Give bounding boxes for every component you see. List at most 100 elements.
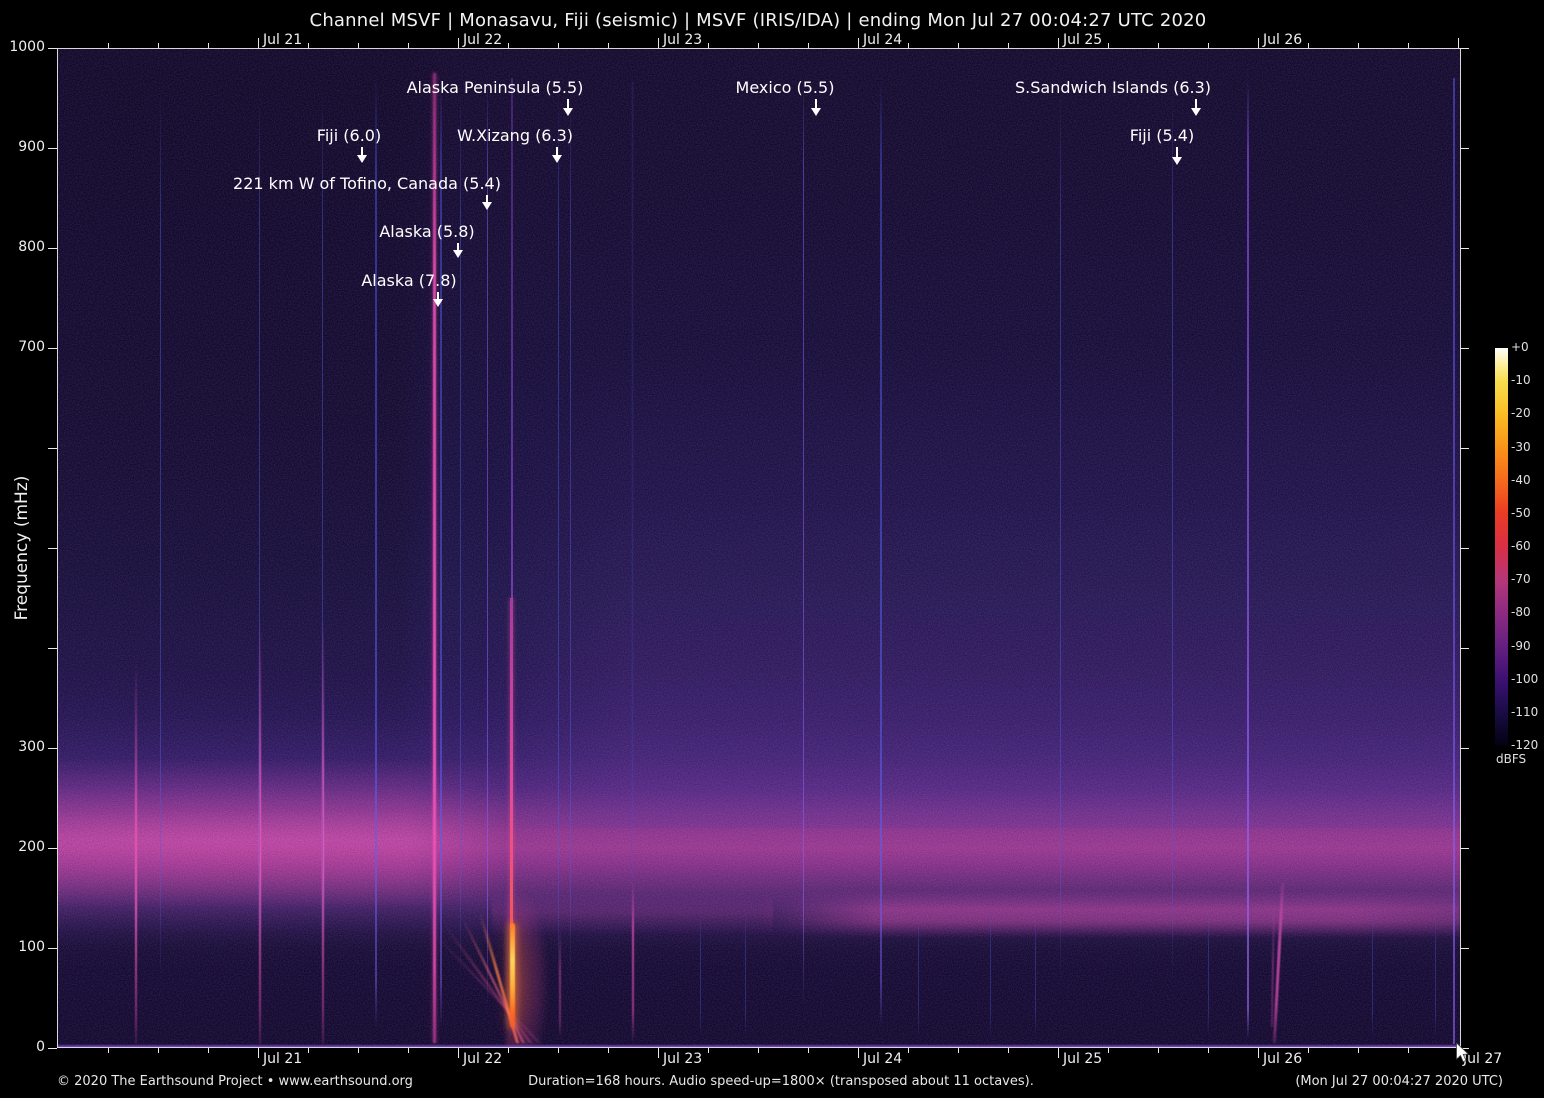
colorbar-tick-label: -110: [1511, 704, 1539, 719]
colorbar-tick-label: -40: [1511, 472, 1531, 487]
colorbar-tick-label: -90: [1511, 638, 1531, 653]
x-axis-minor-tick: [608, 1048, 609, 1053]
annotation-arrow-head: [453, 250, 463, 258]
axis-spine-top: [57, 48, 1460, 49]
annotation-down-arrow-icon: [563, 99, 573, 116]
x-axis-minor-tick: [358, 43, 359, 48]
mouse-cursor-icon: [1456, 1042, 1470, 1063]
x-axis-minor-tick: [1358, 1048, 1359, 1053]
y-axis-tick: [1460, 748, 1469, 749]
event-line: [559, 928, 562, 1038]
x-axis-minor-tick: [608, 43, 609, 48]
x-axis-minor-tick: [108, 43, 109, 48]
page-title: Channel MSVF | Monasavu, Fiji (seismic) …: [309, 10, 1207, 31]
x-axis-minor-tick: [958, 1048, 959, 1053]
x-axis-minor-tick: [758, 1048, 759, 1053]
x-axis-label-top: Jul 25: [1063, 32, 1103, 48]
annotation-down-arrow-icon: [453, 243, 463, 258]
event-line: [322, 618, 325, 1044]
event-line: [1172, 88, 1174, 988]
y-axis-tick: [48, 48, 57, 49]
annotation-arrow-head: [1191, 108, 1201, 116]
y-axis-tick: [48, 148, 57, 149]
colorbar: [1495, 348, 1508, 746]
event-line: [558, 88, 559, 988]
x-axis-minor-tick: [408, 1048, 409, 1053]
x-axis-minor-tick: [208, 43, 209, 48]
event-line: [1208, 908, 1210, 1038]
event-line: [259, 618, 262, 1044]
x-axis-minor-tick: [908, 1048, 909, 1053]
y-axis-tick: [1460, 548, 1469, 549]
event-line: [631, 81, 634, 1044]
y-axis-tick: [1460, 248, 1469, 249]
annotation-down-arrow-icon: [811, 99, 821, 116]
event-line: [159, 88, 161, 988]
event-line: [1035, 908, 1037, 1038]
y-axis-tick: [48, 948, 57, 949]
y-axis-tick: [1460, 848, 1469, 849]
y-axis-tick: [1460, 48, 1469, 49]
annotation-down-arrow-icon: [552, 147, 562, 163]
event-line: [918, 908, 920, 1038]
event-line: [569, 88, 571, 988]
x-axis-major-tick: [258, 1048, 259, 1058]
x-axis-minor-tick: [908, 43, 909, 48]
event-line: [1247, 78, 1250, 1038]
event-line: [989, 908, 991, 1038]
footer-duration: Duration=168 hours. Audio speed-up=1800×…: [528, 1074, 1034, 1089]
event-line: [487, 78, 489, 1008]
earthquake-annotation-label: Alaska (7.8): [361, 271, 457, 290]
annotation-down-arrow-icon: [357, 147, 367, 163]
x-axis-minor-tick: [1308, 43, 1309, 48]
x-axis-minor-tick: [358, 1048, 359, 1053]
x-axis-minor-tick: [758, 43, 759, 48]
colorbar-title: dBFS: [1496, 752, 1527, 766]
x-axis-minor-tick: [1408, 1048, 1409, 1053]
event-line: [745, 908, 747, 1038]
major-event-core: [509, 923, 515, 1028]
x-axis-label-bottom: Jul 21: [263, 1051, 303, 1067]
x-axis-minor-tick: [208, 1048, 209, 1053]
x-axis-major-tick: [658, 1048, 659, 1058]
event-line: [802, 78, 804, 1008]
y-axis-tick: [1460, 348, 1469, 349]
x-axis-major-tick: [458, 1048, 459, 1058]
y-axis-tick-label: 700: [18, 339, 45, 355]
y-axis-tick: [48, 1048, 57, 1049]
x-axis-minor-tick: [708, 1048, 709, 1053]
colorbar-tick-label: -60: [1511, 539, 1531, 553]
event-line: [699, 908, 701, 1038]
x-axis-minor-tick: [1358, 43, 1359, 48]
y-axis-tick: [48, 548, 57, 549]
x-axis-label-bottom: Jul 25: [1063, 1051, 1103, 1067]
x-axis-minor-tick: [1408, 43, 1409, 48]
y-axis-tick: [1460, 948, 1469, 949]
event-line: [879, 78, 882, 1028]
event-line: [433, 73, 436, 1043]
x-axis-minor-tick: [1308, 1048, 1309, 1053]
y-axis-tick: [48, 848, 57, 849]
annotation-arrow-stem: [361, 147, 363, 157]
earthquake-annotation-label: Fiji (5.4): [1129, 126, 1195, 145]
x-axis-label-bottom: Jul 27: [1463, 1051, 1503, 1067]
y-axis-tick: [48, 748, 57, 749]
annotation-down-arrow-icon: [482, 195, 492, 210]
x-axis-minor-tick: [1158, 1048, 1159, 1053]
annotation-arrow-stem: [815, 99, 817, 110]
y-axis-tick-label: 100: [18, 939, 45, 955]
earthquake-annotation-label: 221 km W of Tofino, Canada (5.4): [233, 174, 501, 193]
x-axis-minor-tick: [708, 43, 709, 48]
annotation-arrow-stem: [567, 99, 569, 110]
y-axis-title: Frequency (mHz): [12, 475, 32, 621]
annotation-arrow-head: [811, 108, 821, 116]
event-line: [322, 88, 324, 988]
annotation-arrow-head: [433, 299, 443, 307]
y-axis-tick-label: 900: [18, 139, 45, 155]
annotation-arrow-head: [482, 202, 492, 210]
x-axis-minor-tick: [508, 1048, 509, 1053]
x-axis-minor-tick: [1108, 1048, 1109, 1053]
colorbar-tick-label: -80: [1511, 605, 1531, 620]
annotation-arrow-stem: [1176, 147, 1178, 159]
y-axis-tick: [48, 648, 57, 649]
